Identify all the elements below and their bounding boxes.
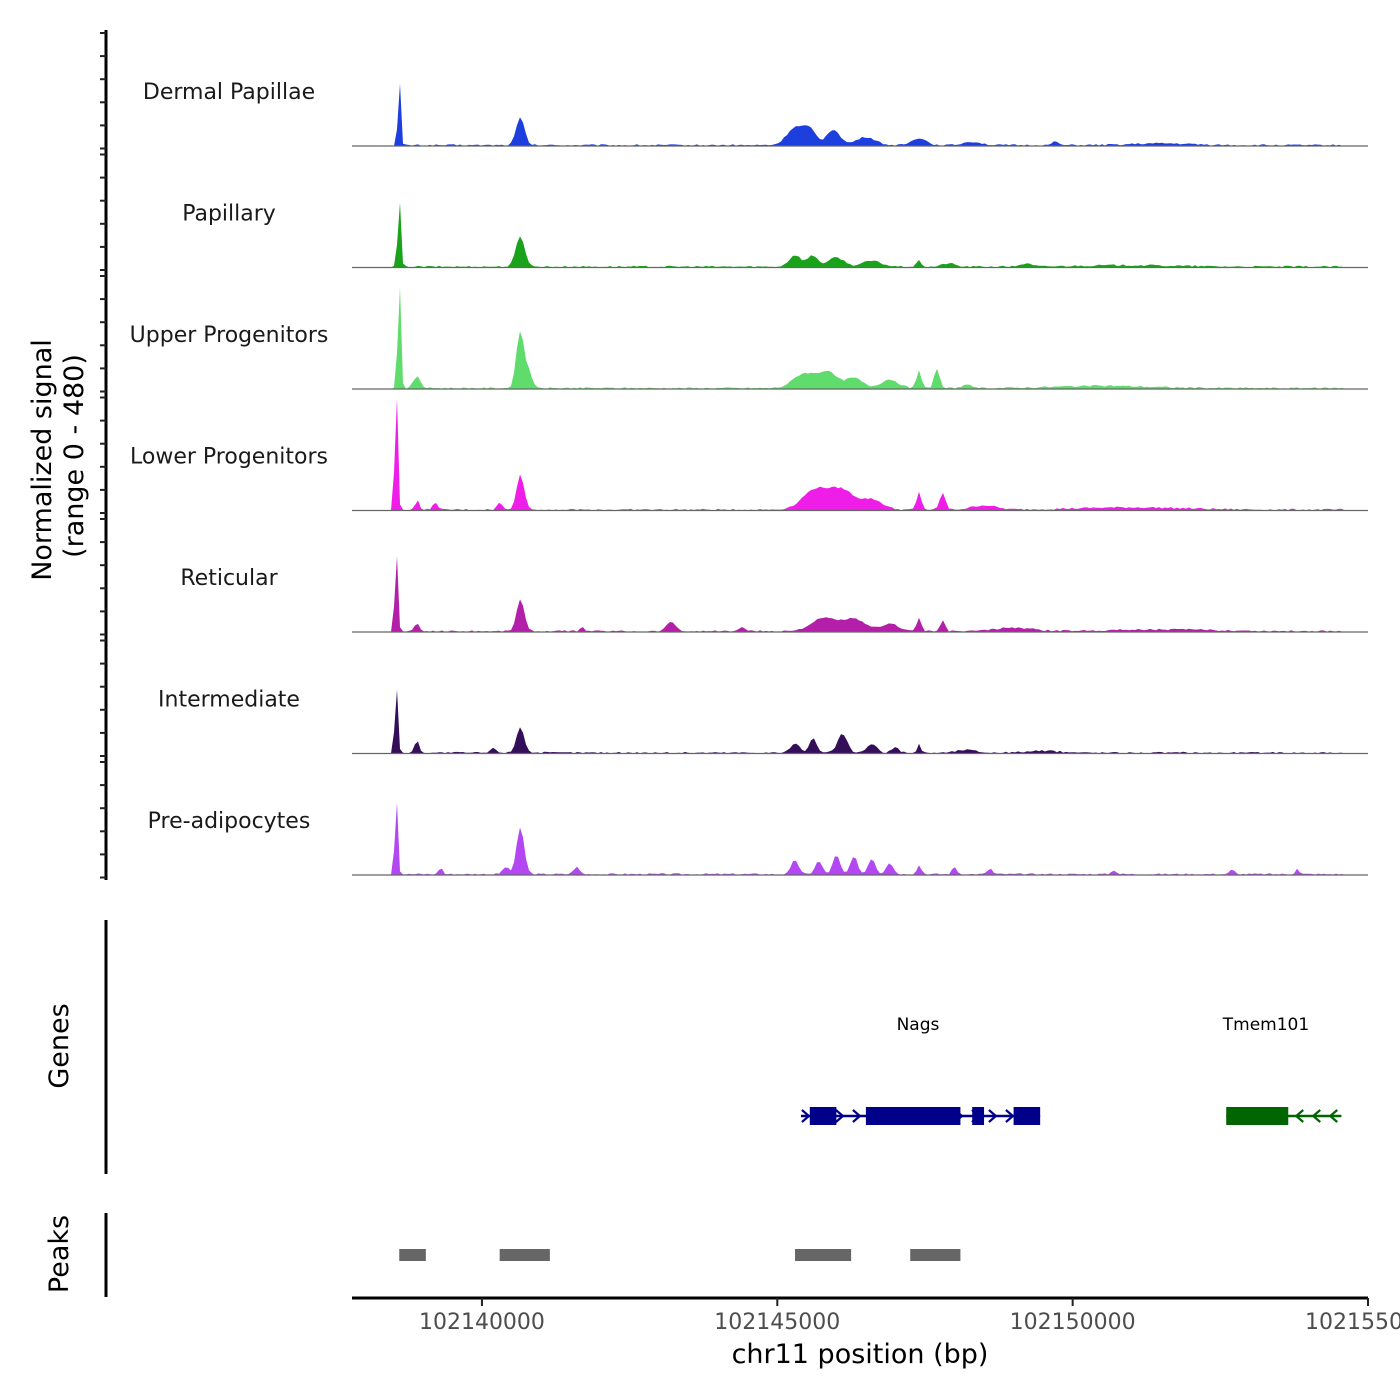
track-reticular: Reticular [180, 556, 1368, 633]
track-label: Intermediate [158, 688, 300, 713]
x-axis-title: chr11 position (bp) [732, 1339, 989, 1370]
strand-arrow [1005, 1109, 1015, 1123]
peak-region-bar [399, 1249, 426, 1261]
gene-exon [1013, 1107, 1041, 1125]
strand-arrow [852, 1109, 862, 1123]
peak-regions [399, 1249, 961, 1261]
gene-nags: Nags [800, 1015, 1041, 1125]
x-tick-label: 102145000 [714, 1310, 840, 1335]
track-intermediate: Intermediate [158, 688, 1368, 755]
signal-area [352, 202, 1368, 268]
peak-region-bar [910, 1249, 961, 1261]
x-tick-label: 102150000 [1010, 1310, 1136, 1335]
track-label: Upper Progenitors [130, 323, 329, 348]
strand-arrow [1294, 1109, 1304, 1123]
gene-exon [809, 1107, 837, 1125]
track-label: Lower Progenitors [130, 445, 328, 470]
gene-label: Tmem101 [1222, 1015, 1309, 1035]
signal-area [352, 287, 1368, 389]
signal-area [352, 83, 1368, 146]
strand-arrow [1328, 1109, 1338, 1123]
signal-area [352, 556, 1368, 632]
track-label: Dermal Papillae [143, 80, 315, 105]
strand-arrow [1311, 1109, 1321, 1123]
signal-area [352, 689, 1368, 754]
gene-exon [1226, 1107, 1289, 1125]
track-label: Pre-adipocytes [148, 809, 311, 834]
strand-arrow [801, 1109, 811, 1123]
strand-arrow [988, 1109, 998, 1123]
strand-arrow [835, 1109, 845, 1123]
track-lower-progenitors: Lower Progenitors [130, 398, 1368, 512]
coverage-tracks: Dermal Papillae Papillary Upper Progenitor… [130, 80, 1368, 876]
gene-tmem101: Tmem101 [1222, 1015, 1342, 1125]
gene-label: Nags [897, 1015, 940, 1035]
track-papillary: Papillary [182, 202, 1368, 269]
track-upper-progenitors: Upper Progenitors [130, 287, 1368, 390]
signal-area [352, 398, 1368, 511]
x-tick-label: 102140000 [419, 1310, 545, 1335]
track-label: Papillary [182, 202, 276, 227]
gene-exon [865, 1107, 961, 1125]
track-pre-adipocytes: Pre-adipocytes [148, 802, 1368, 876]
gene-annotations: Nags Tmem101 [800, 1015, 1342, 1125]
peak-region-bar [499, 1249, 550, 1261]
track-dermal-papillae: Dermal Papillae [143, 80, 1368, 147]
x-tick-label: 102155000 [1305, 1310, 1400, 1335]
left-axes [100, 30, 108, 1297]
peaks-panel-title: Peaks [44, 1215, 75, 1293]
y-axis-title-line1: Normalized signal [27, 339, 58, 581]
track-label: Reticular [180, 566, 278, 591]
signal-area [352, 802, 1368, 875]
y-axis-title-line2: (range 0 - 480) [59, 354, 90, 558]
peak-region-bar [795, 1249, 852, 1261]
genes-panel-title: Genes [44, 1003, 75, 1088]
gene-exon [972, 1107, 985, 1125]
x-axis: 102140000 102145000 102150000 102155000 [352, 1296, 1400, 1335]
